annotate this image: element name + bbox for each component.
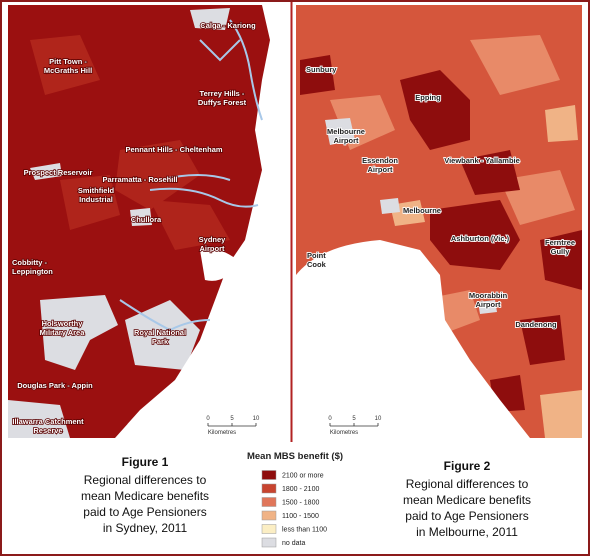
legend-swatch	[261, 537, 277, 548]
map-label: Airport	[476, 300, 502, 309]
map-label: Reserve	[33, 426, 62, 435]
caption-line: in Sydney, 2011	[103, 521, 188, 535]
scale-tick: 10	[375, 416, 382, 422]
caption-line: Regional differences to	[406, 477, 529, 491]
map-label: Leppington	[12, 267, 53, 276]
scale-bar: 0 5 10 Kilometres	[206, 416, 260, 436]
caption-line: paid to Age Pensioners	[405, 509, 528, 523]
scale-tick: 0	[206, 416, 210, 422]
map-label: McGraths Hill	[44, 66, 92, 75]
map-label: Melbourne	[327, 127, 365, 136]
caption-line: Regional differences to	[84, 473, 207, 487]
scale-tick: 5	[352, 416, 356, 422]
map-label: Epping	[415, 93, 441, 102]
caption-line: in Melbourne, 2011	[416, 525, 518, 539]
map-label: Airport	[200, 244, 226, 253]
caption-line: paid to Age Pensioners	[83, 505, 206, 519]
map-label: Pennant Hills - Cheltenham	[125, 145, 222, 154]
figure-title: Figure 2	[444, 459, 491, 473]
scale-tick: 10	[253, 416, 260, 422]
sydney-map: Calga - Kariong Pitt Town - McGraths Hil…	[8, 5, 287, 438]
map-label: Point	[307, 251, 326, 260]
map-label: Calga - Kariong	[200, 21, 256, 30]
map-label: Park	[152, 337, 169, 346]
map-label: Royal National	[134, 328, 186, 337]
melbourne-map: Sunbury Epping Melbourne Airport Essendo…	[296, 5, 582, 438]
map-label: Military Area	[40, 328, 86, 337]
legend-swatch	[261, 470, 277, 480]
map-label: Sydney	[199, 235, 227, 244]
map-label: Dandenong	[515, 320, 557, 329]
legend-label: 1500 - 1800	[282, 500, 319, 507]
figure-title: Figure 1	[122, 455, 169, 469]
map-label: Moorabbin	[469, 291, 508, 300]
map-label: Gully	[551, 247, 571, 256]
legend-label: 1100 - 1500	[282, 513, 319, 520]
scale-tick: 5	[230, 416, 234, 422]
map-label: Industrial	[79, 195, 113, 204]
scale-bar: 0 5 10 Kilometres	[328, 416, 382, 436]
legend-label: no data	[282, 540, 305, 547]
legend-label: less than 1100	[282, 527, 327, 534]
legend-label: 1800 - 2100	[282, 486, 319, 493]
map-label: Viewbank - Yallambie	[444, 156, 520, 165]
map-label: Chullora	[131, 215, 162, 224]
caption-line: mean Medicare benefits	[403, 493, 531, 507]
map-label: Holsworthy	[42, 319, 84, 328]
caption-line: mean Medicare benefits	[81, 489, 209, 503]
legend-title: Mean MBS benefit ($)	[247, 451, 343, 462]
map-label: Duffys Forest	[198, 98, 247, 107]
map-label: Ferntree	[545, 238, 575, 247]
map-label: Illawarra Catchment	[12, 417, 84, 426]
map-label: Cook	[307, 260, 327, 269]
map-label: Pitt Town -	[49, 57, 87, 66]
map-label: Ashburton (Vic.)	[451, 234, 510, 243]
legend-swatch	[261, 524, 277, 534]
scale-unit: Kilometres	[330, 430, 358, 436]
legend-swatch	[261, 483, 277, 494]
map-label: Terrey Hills -	[200, 89, 245, 98]
legend: Mean MBS benefit ($) 2100 or more 1800 - …	[247, 451, 343, 548]
map-label: Prospect Reservoir	[24, 168, 93, 177]
scale-unit: Kilometres	[208, 430, 236, 436]
map-label: Douglas Park - Appin	[17, 381, 93, 390]
map-label: Cobbitty -	[12, 258, 47, 267]
map-label: Airport	[368, 165, 394, 174]
map-label: Parramatta - Rosehill	[102, 175, 177, 184]
legend-swatch	[261, 510, 277, 521]
map-label: Sunbury	[306, 65, 337, 74]
legend-swatch	[261, 497, 277, 507]
map-label: Airport	[334, 136, 360, 145]
scale-tick: 0	[328, 416, 332, 422]
map-label: Melbourne	[403, 206, 441, 215]
map-label: Essendon	[362, 156, 398, 165]
legend-label: 2100 or more	[282, 473, 324, 480]
map-label: Smithfield	[78, 186, 115, 195]
